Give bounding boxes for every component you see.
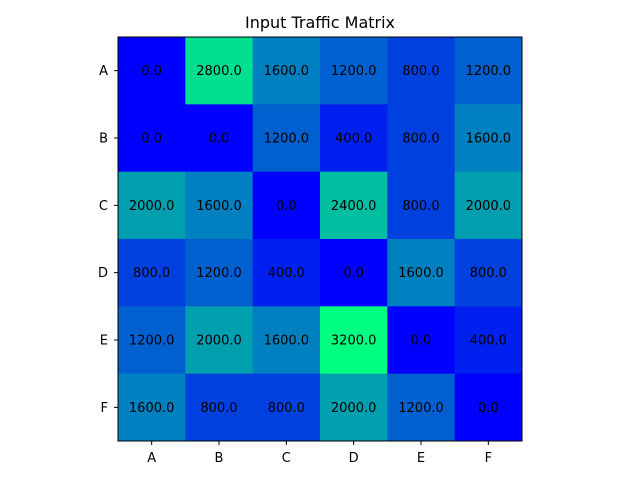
x-tick-label-D: D — [349, 451, 359, 466]
heatmap-cell-F-A — [118, 373, 186, 442]
heatmap-cell-E-F — [454, 306, 523, 375]
heatmap-cell-C-C — [252, 171, 321, 240]
heatmap-cell-C-B — [185, 171, 254, 240]
cell-value-label-D-A: 800.0 — [133, 266, 170, 281]
heatmap-cell-D-D — [320, 239, 388, 307]
heatmap-cell-B-E — [387, 104, 456, 173]
heatmap-cell-A-F — [454, 37, 523, 105]
heatmap-cell-C-D — [320, 171, 388, 240]
cell-value-label-A-B: 2800.0 — [196, 64, 242, 79]
y-tick-label-D: D — [98, 266, 108, 281]
cell-value-label-F-F: 0.0 — [478, 401, 499, 416]
cell-value-label-F-B: 800.0 — [200, 401, 237, 416]
y-tick-label-C: C — [99, 199, 108, 214]
cell-value-label-B-D: 400.0 — [335, 132, 372, 147]
cell-value-label-F-E: 1200.0 — [398, 401, 444, 416]
heatmap-cell-A-A — [118, 37, 186, 105]
cell-value-label-E-E: 0.0 — [411, 334, 432, 349]
heatmap-cell-D-B — [185, 239, 254, 307]
heatmap-cell-E-E — [387, 306, 456, 375]
cell-value-label-A-E: 800.0 — [402, 64, 439, 79]
cell-value-label-B-E: 800.0 — [402, 132, 439, 147]
y-tick-label-B: B — [99, 132, 108, 147]
cell-value-label-C-C: 0.0 — [276, 199, 297, 214]
cell-value-label-C-A: 2000.0 — [129, 199, 175, 214]
cell-value-label-E-F: 400.0 — [470, 334, 507, 349]
heatmap-cell-A-D — [320, 37, 388, 105]
heatmap-cell-C-F — [454, 171, 523, 240]
heatmap-cell-A-B — [185, 37, 254, 105]
heatmap-cells — [118, 37, 523, 442]
cell-value-label-B-F: 1600.0 — [466, 132, 512, 147]
cell-value-label-B-C: 1200.0 — [264, 132, 310, 147]
cell-value-label-D-F: 800.0 — [470, 266, 507, 281]
cell-value-label-A-D: 1200.0 — [331, 64, 377, 79]
cell-value-label-A-C: 1600.0 — [264, 64, 310, 79]
heatmap-cell-D-E — [387, 239, 456, 307]
cell-value-label-D-D: 0.0 — [343, 266, 364, 281]
heatmap-cell-E-C — [252, 306, 321, 375]
heatmap-cell-B-F — [454, 104, 523, 173]
cell-value-label-C-B: 1600.0 — [196, 199, 242, 214]
cell-value-label-F-C: 800.0 — [268, 401, 305, 416]
heatmap-cell-A-C — [252, 37, 321, 105]
cell-value-label-A-A: 0.0 — [141, 64, 162, 79]
cell-value-label-B-B: 0.0 — [209, 132, 230, 147]
x-tick-label-B: B — [215, 451, 224, 466]
cell-value-label-F-A: 1600.0 — [129, 401, 175, 416]
y-tick-label-E: E — [100, 334, 108, 349]
x-tick-label-C: C — [282, 451, 291, 466]
cell-value-label-E-C: 1600.0 — [264, 334, 310, 349]
plot-frame — [117, 36, 523, 442]
heatmap-cell-B-D — [320, 104, 388, 173]
heatmap-cell-D-F — [454, 239, 523, 307]
cell-value-label-B-A: 0.0 — [141, 132, 162, 147]
x-axis: A B C D E F — [147, 441, 492, 466]
cell-value-label-C-E: 800.0 — [402, 199, 439, 214]
heatmap-cell-D-A — [118, 239, 186, 307]
heatmap-cell-E-A — [118, 306, 186, 375]
heatmap-cell-B-A — [118, 104, 186, 173]
y-tick-label-A: A — [99, 64, 108, 79]
heatmap-cell-C-E — [387, 171, 456, 240]
cell-value-label-C-D: 2400.0 — [331, 199, 377, 214]
heatmap-cell-F-D — [320, 373, 388, 442]
cell-value-label-D-C: 400.0 — [268, 266, 305, 281]
y-tick-label-F: F — [101, 401, 108, 416]
chart-title: Input Traffic Matrix — [245, 13, 395, 32]
heatmap-cell-B-C — [252, 104, 321, 173]
x-tick-label-F: F — [485, 451, 492, 466]
heatmap-cell-F-B — [185, 373, 254, 442]
heatmap-cell-E-D — [320, 306, 388, 375]
heatmap-cell-B-B — [185, 104, 254, 173]
heatmap-cell-E-B — [185, 306, 254, 375]
heatmap-cell-labels: 0.0 2800.0 1600.0 1200.0 800.0 1200.0 0.0 0.0 12… — [129, 64, 511, 416]
cell-value-label-E-D: 3200.0 — [331, 334, 377, 349]
heatmap-cell-F-F — [454, 373, 523, 442]
cell-value-label-D-B: 1200.0 — [196, 266, 242, 281]
cell-value-label-E-B: 2000.0 — [196, 334, 242, 349]
x-tick-label-A: A — [147, 451, 156, 466]
cell-value-label-D-E: 1600.0 — [398, 266, 444, 281]
cell-value-label-C-F: 2000.0 — [466, 199, 512, 214]
heatmap-cell-A-E — [387, 37, 456, 105]
y-axis: A B C D E F — [98, 64, 118, 416]
heatmap-cell-F-C — [252, 373, 321, 442]
cell-value-label-F-D: 2000.0 — [331, 401, 377, 416]
heatmap-cell-C-A — [118, 171, 186, 240]
x-tick-label-E: E — [417, 451, 425, 466]
heatmap-cell-D-C — [252, 239, 321, 307]
cell-value-label-E-A: 1200.0 — [129, 334, 175, 349]
cell-value-label-A-F: 1200.0 — [466, 64, 512, 79]
heatmap-cell-F-E — [387, 373, 456, 442]
